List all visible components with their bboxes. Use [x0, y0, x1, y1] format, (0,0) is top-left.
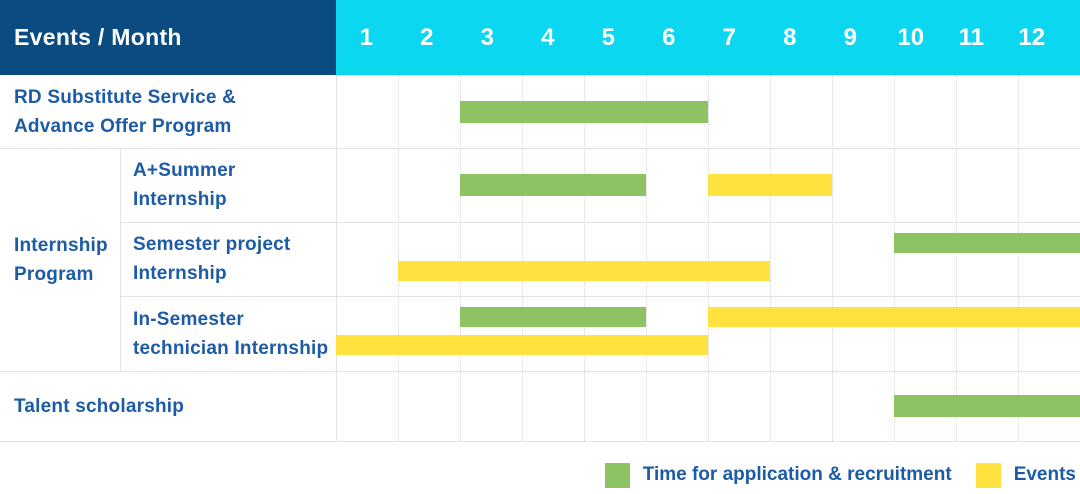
application-bar	[460, 101, 708, 123]
row-label-rd-substitute: RD Substitute Service & Advance Offer Pr…	[14, 75, 236, 148]
legend: Time for application & recruitment Event…	[604, 461, 1076, 489]
month-gridline	[832, 75, 833, 441]
row-label-semester-project-internship: Semester project Internship	[133, 222, 290, 296]
row-label-line: Advance Offer Program	[14, 115, 232, 137]
month-label-4: 4	[541, 23, 555, 51]
row-label-line: Internship	[133, 189, 227, 210]
month-label-11: 11	[958, 23, 984, 51]
month-gridline	[956, 75, 957, 441]
row-label-in-semester-technician-internship: In-Semester technician Internship	[133, 296, 328, 371]
row-label-line: A+Summer	[133, 160, 236, 181]
row-divider	[120, 296, 1080, 297]
group-label-line: Internship	[14, 234, 108, 256]
header-title-cell: Events / Month	[0, 0, 336, 75]
month-header-row: 1 2 3 4 5 6 7 8 9 10 11 12	[336, 0, 1080, 75]
month-gridline	[708, 75, 709, 441]
group-sublabel-divider	[120, 148, 121, 371]
month-label-1: 1	[359, 23, 373, 51]
label-chart-divider	[336, 75, 337, 441]
table-bottom-border	[0, 441, 1080, 442]
legend-event-swatch	[975, 462, 1001, 488]
event-bar	[708, 307, 1080, 327]
event-bar	[398, 261, 770, 281]
row-label-talent-scholarship: Talent scholarship	[14, 371, 184, 441]
row-divider	[0, 148, 1080, 149]
month-label-7: 7	[722, 23, 736, 51]
row-label-line: RD Substitute Service &	[14, 86, 237, 108]
month-label-12: 12	[1018, 23, 1046, 51]
month-label-2: 2	[420, 23, 434, 51]
month-gridline	[398, 75, 399, 441]
application-bar	[894, 395, 1080, 417]
row-label-line: Talent scholarship	[14, 395, 185, 417]
application-bar	[460, 174, 646, 196]
header-title: Events / Month	[14, 24, 182, 50]
month-gridline	[584, 75, 585, 441]
legend-application-swatch	[604, 462, 630, 488]
legend-application-label: Time for application & recruitment	[642, 464, 952, 485]
application-bar	[460, 307, 646, 327]
row-divider	[0, 371, 1080, 372]
month-gridline	[894, 75, 895, 441]
row-label-line: In-Semester	[133, 308, 244, 330]
application-bar	[894, 233, 1080, 253]
row-label-a-summer-internship: A+Summer Internship	[133, 148, 235, 222]
month-gridline	[522, 75, 523, 441]
month-label-8: 8	[783, 23, 797, 51]
month-label-5: 5	[601, 23, 615, 51]
row-label-line: Semester project	[133, 234, 291, 255]
month-gridline	[460, 75, 461, 441]
month-gridline	[1018, 75, 1019, 441]
month-label-3: 3	[480, 23, 494, 51]
legend-event-label: Events	[1013, 464, 1076, 485]
month-gridline	[646, 75, 647, 441]
event-bar	[336, 335, 708, 355]
month-label-6: 6	[662, 23, 676, 51]
month-label-10: 10	[897, 23, 925, 51]
group-label-line: Program	[14, 263, 94, 285]
event-bar	[708, 174, 832, 196]
row-label-line: technician Internship	[133, 337, 329, 359]
group-label-internship-program: Internship Program	[14, 148, 108, 371]
row-label-line: Internship	[133, 263, 227, 284]
row-divider	[120, 222, 1080, 223]
month-label-9: 9	[843, 23, 857, 51]
month-gridline	[770, 75, 771, 441]
